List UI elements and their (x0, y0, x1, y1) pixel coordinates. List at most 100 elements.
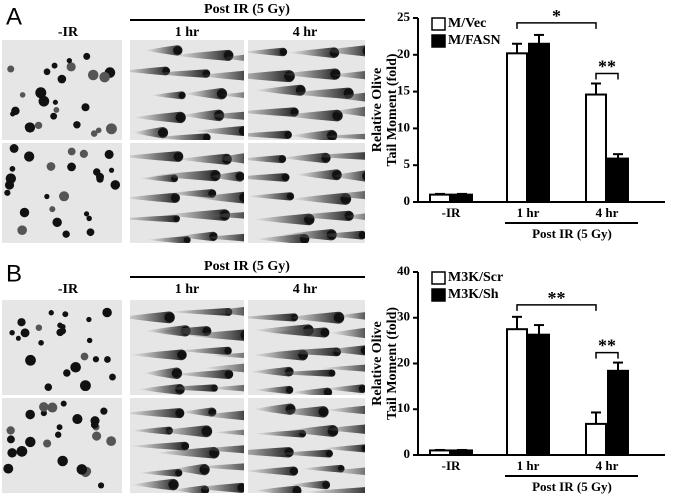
comet-head (181, 442, 189, 450)
nucleus (90, 421, 99, 429)
y-tick-label: 30 (397, 309, 410, 324)
comet-head (178, 92, 185, 99)
comet (284, 424, 339, 437)
micrograph (130, 398, 244, 493)
comet (330, 92, 365, 102)
comet-head (364, 428, 365, 431)
nucleus (67, 147, 76, 156)
image-background (2, 300, 122, 395)
comet (183, 88, 228, 100)
comet-head (216, 89, 226, 99)
nucleus (52, 99, 58, 105)
y-tick-label: 5 (404, 156, 411, 171)
comet (265, 369, 336, 377)
comet (208, 306, 244, 316)
nucleus (104, 356, 111, 363)
significance-bracket (516, 304, 597, 311)
y-tick-label: 40 (397, 263, 410, 278)
bar (585, 422, 607, 457)
comet (291, 210, 354, 221)
comet-head (183, 236, 190, 243)
comet (167, 307, 233, 316)
nucleus (43, 439, 52, 448)
comet (269, 347, 342, 357)
column-label: 4 hr (293, 25, 318, 40)
header: Post IR (5 Gy) (204, 2, 290, 17)
comet-head (239, 192, 244, 203)
nucleus (58, 191, 70, 202)
comet (130, 478, 179, 491)
comet-head (279, 48, 287, 56)
comet-head (157, 128, 167, 138)
y-axis-label: Tail Moment (fold) (385, 53, 400, 166)
comet (280, 229, 337, 241)
comet-head (323, 388, 332, 395)
comet (156, 425, 213, 438)
micrograph (248, 398, 365, 493)
comet (329, 327, 365, 339)
comet (320, 45, 365, 57)
comet (207, 384, 244, 392)
nucleus (51, 62, 58, 69)
comet (303, 152, 365, 160)
comet (153, 326, 212, 337)
significance-bracket (516, 22, 597, 29)
legend-label: M3K/Sh (448, 287, 499, 302)
nucleus (109, 373, 116, 381)
nucleus (54, 431, 62, 438)
nucleus (108, 167, 115, 173)
comet (330, 170, 365, 182)
nucleus (86, 337, 93, 344)
comet-head (224, 347, 232, 355)
comet (146, 236, 191, 243)
comet (340, 213, 365, 221)
comet-head (326, 130, 337, 140)
nucleus (81, 103, 90, 112)
panel-label: B (6, 260, 22, 287)
comet-head (285, 386, 293, 394)
nucleus (39, 402, 49, 412)
legend-swatch (431, 288, 446, 302)
comet (130, 192, 180, 203)
comet (182, 329, 244, 341)
micrograph (248, 300, 365, 395)
nucleus (86, 215, 92, 222)
nucleus (83, 211, 90, 217)
comet-head (325, 450, 333, 457)
comet-head (322, 481, 330, 489)
comet (319, 364, 365, 372)
comet (284, 311, 345, 324)
legend-label: M/FASN (448, 33, 501, 48)
x-tick-label: 4 hr (596, 205, 619, 220)
micrograph (130, 300, 244, 395)
comet (200, 233, 244, 242)
comet-head (164, 312, 174, 323)
comet-head (320, 328, 329, 337)
nucleus (50, 112, 58, 120)
column-label: 4 hr (293, 282, 318, 297)
nucleus (72, 413, 83, 425)
comet (198, 410, 244, 421)
nucleus (34, 121, 43, 130)
nucleus (66, 57, 73, 64)
nucleus (83, 52, 91, 60)
comet (172, 49, 234, 61)
comet (285, 87, 354, 99)
comet (190, 482, 244, 493)
column-label: -IR (58, 25, 79, 40)
legend-label: M/Vec (448, 16, 486, 31)
comet (177, 231, 218, 242)
nucleus (102, 307, 112, 318)
comet (198, 111, 244, 120)
comet (137, 384, 185, 395)
comet (315, 133, 365, 140)
comet (295, 169, 342, 181)
x-tick-label: -IR (442, 205, 461, 220)
nucleus (40, 410, 47, 417)
y-axis-label: Tail Moment (fold) (385, 307, 400, 420)
comet-head (286, 193, 294, 200)
nucleus (3, 463, 14, 474)
micrograph (2, 40, 122, 140)
significance-bracket (595, 72, 619, 80)
